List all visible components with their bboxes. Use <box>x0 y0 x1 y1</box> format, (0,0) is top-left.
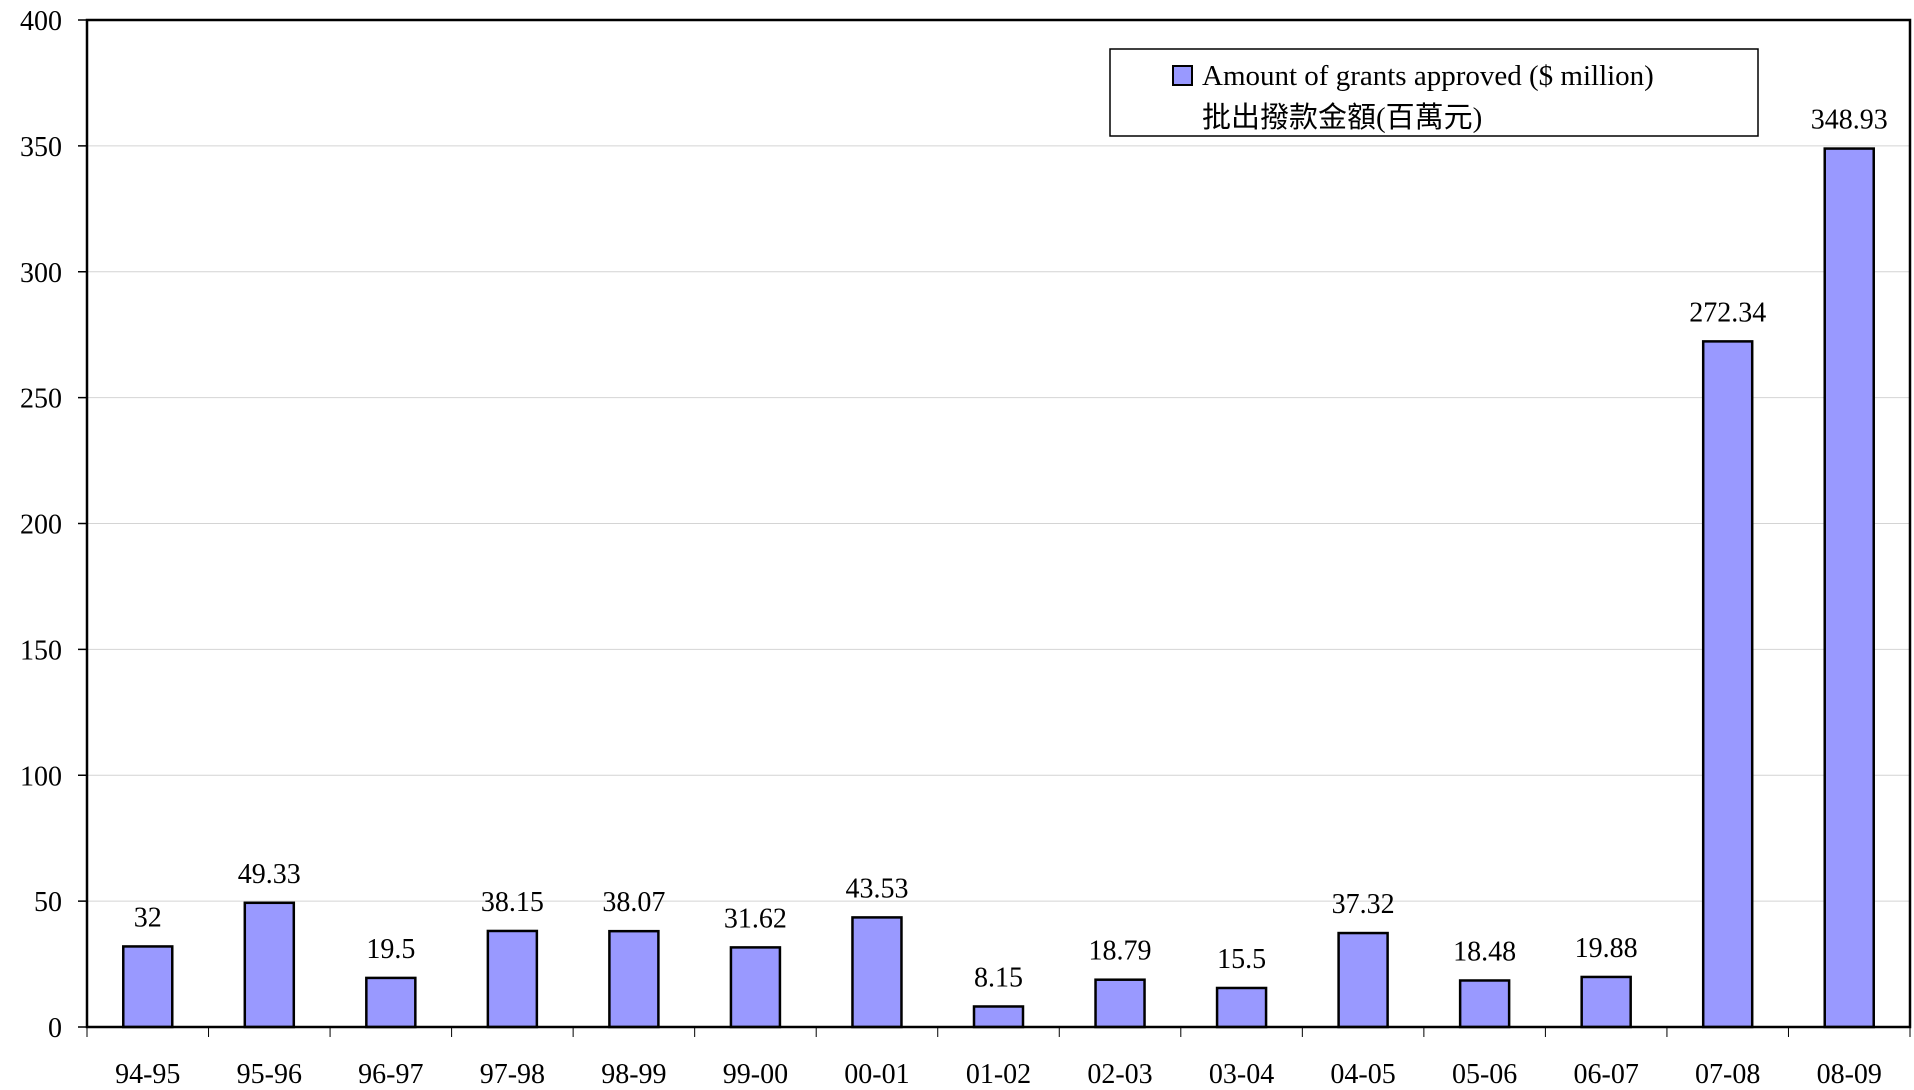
data-label: 37.32 <box>1332 889 1395 920</box>
data-label: 18.79 <box>1089 936 1152 967</box>
bar <box>972 1005 1025 1029</box>
x-tick-label: 01-02 <box>966 1059 1031 1090</box>
y-tick-label: 200 <box>20 510 62 541</box>
x-tick-label: 02-03 <box>1087 1059 1152 1090</box>
legend-box <box>1109 48 1759 137</box>
x-tick-label: 06-07 <box>1574 1059 1639 1090</box>
gridlines <box>87 145 1910 902</box>
x-tick-label: 98-99 <box>601 1059 666 1090</box>
axes: 94-95 95-96 96-97 97-98 98-99 99-00 00-01 01-02… <box>20 6 1912 1090</box>
data-label: 32 <box>134 902 162 933</box>
x-tick-label: 97-98 <box>480 1059 545 1090</box>
y-tick-label: 50 <box>34 887 62 918</box>
bar <box>1701 340 1754 1029</box>
data-label: 43.53 <box>845 873 908 904</box>
bar <box>486 929 539 1029</box>
x-tick-label: 05-06 <box>1452 1059 1517 1090</box>
bar <box>1458 979 1511 1029</box>
data-label: 348.93 <box>1811 105 1888 136</box>
legend: Amount of grants approved ($ million) 批出… <box>1109 48 1759 137</box>
x-tick-label: 99-00 <box>723 1059 788 1090</box>
bar <box>851 916 903 1029</box>
bar <box>608 929 660 1029</box>
data-label: 19.5 <box>366 934 415 965</box>
x-tick-label: 08-09 <box>1817 1059 1882 1090</box>
data-labels: 32 49.33 19.5 38.15 38.07 31.62 43.53 8.15 18.79… <box>134 105 1888 994</box>
data-label: 8.15 <box>974 962 1023 993</box>
bar <box>122 945 174 1029</box>
bar <box>1094 978 1146 1029</box>
x-tick-label: 00-01 <box>844 1059 909 1090</box>
y-tick-label: 250 <box>20 384 62 415</box>
y-tick-label: 300 <box>20 258 62 289</box>
x-tick-label: 95-96 <box>237 1059 302 1090</box>
x-tick-label: 07-08 <box>1695 1059 1760 1090</box>
data-label: 38.15 <box>481 887 544 918</box>
data-label: 38.07 <box>602 887 665 918</box>
y-tick-label: 150 <box>20 635 62 666</box>
legend-swatch <box>1172 65 1193 86</box>
data-label: 31.62 <box>724 903 787 934</box>
bar <box>1580 975 1632 1029</box>
x-tick-label: 03-04 <box>1209 1059 1274 1090</box>
bar <box>365 976 417 1029</box>
legend-label-zh: 批出撥款金額(百萬元) <box>1202 101 1482 134</box>
legend-label-en: Amount of grants approved ($ million) <box>1202 60 1654 92</box>
data-label: 272.34 <box>1689 297 1766 328</box>
y-tick-label: 0 <box>48 1013 62 1044</box>
x-tick-label: 96-97 <box>358 1059 423 1090</box>
bar <box>1823 147 1875 1029</box>
y-tick-label: 100 <box>20 761 62 792</box>
y-tick-label: 350 <box>20 132 62 163</box>
data-label: 18.48 <box>1453 936 1516 967</box>
bar <box>1337 931 1389 1029</box>
y-tick-label: 400 <box>20 6 62 37</box>
data-label: 15.5 <box>1217 944 1266 975</box>
x-tick-label: 04-05 <box>1330 1059 1395 1090</box>
data-label: 49.33 <box>238 859 301 890</box>
data-label: 19.88 <box>1575 933 1638 964</box>
bar <box>243 901 296 1029</box>
bar <box>729 946 782 1029</box>
x-tick-label: 94-95 <box>115 1059 180 1090</box>
bars <box>122 147 1875 1029</box>
bar <box>1215 986 1268 1029</box>
